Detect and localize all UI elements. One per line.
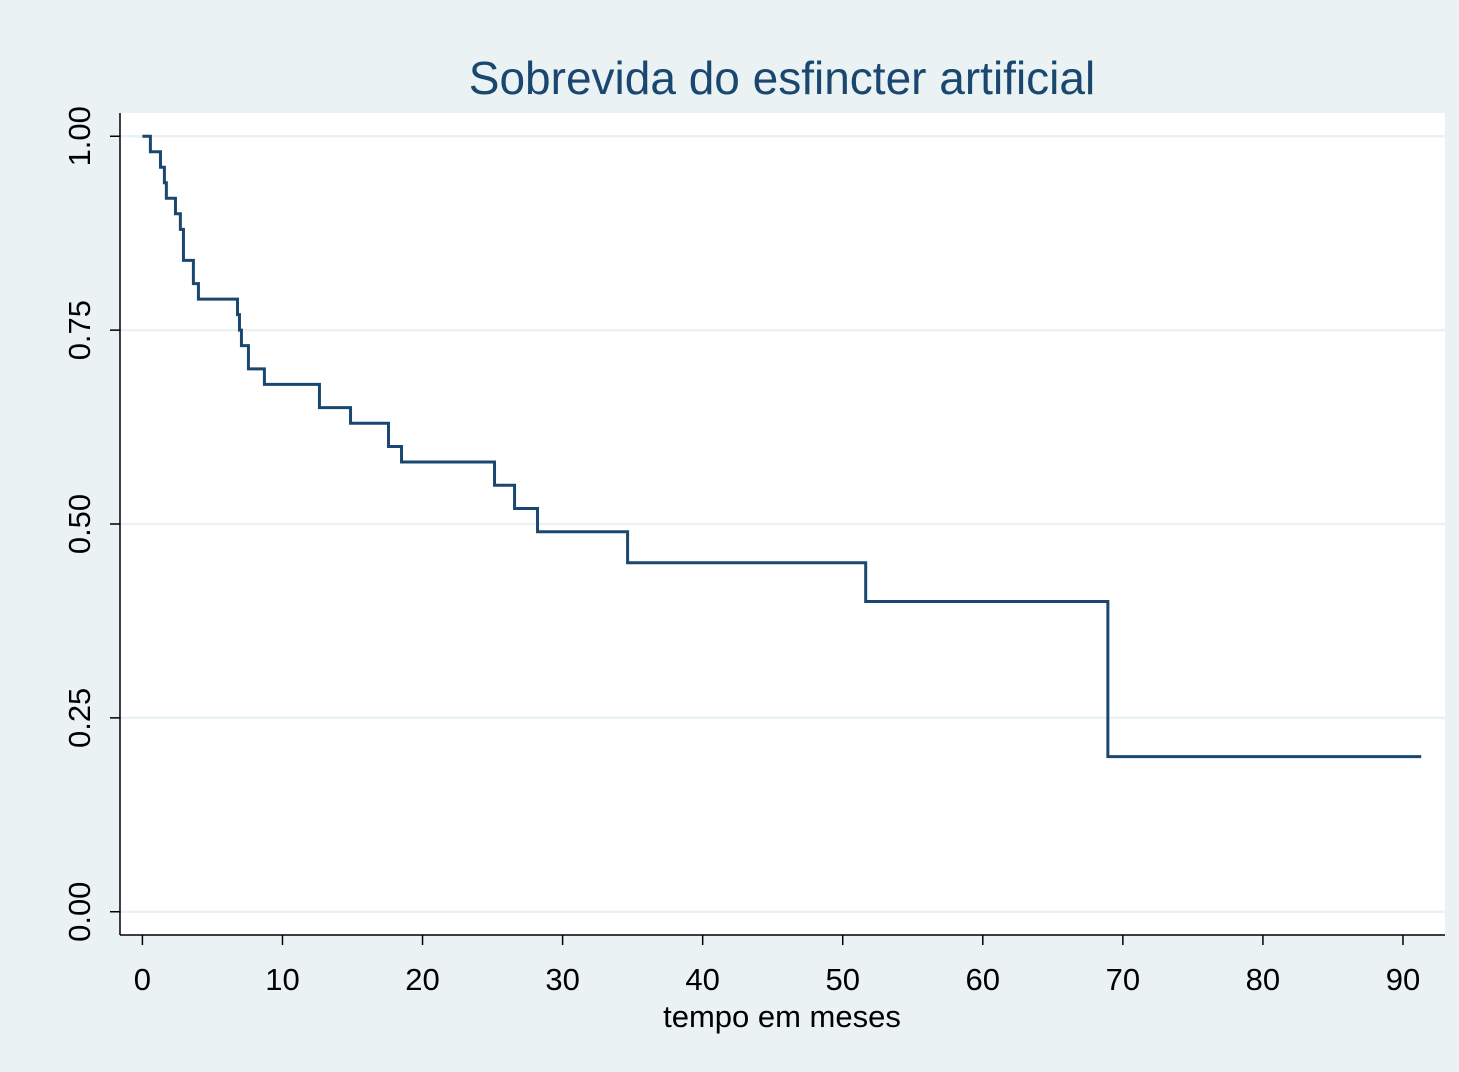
x-tick-label: 40	[685, 962, 719, 997]
y-tick-label: 0.50	[62, 494, 97, 554]
x-tick-label: 50	[825, 962, 859, 997]
x-tick-label: 80	[1246, 962, 1280, 997]
x-tick-label: 20	[405, 962, 439, 997]
y-tick-label: 0.25	[62, 688, 97, 748]
x-axis-label: tempo em meses	[663, 999, 901, 1034]
y-tick-label: 0.75	[62, 300, 97, 360]
y-tick-label: 0.00	[62, 882, 97, 942]
x-tick-label: 60	[966, 962, 1000, 997]
x-tick-label: 10	[265, 962, 299, 997]
y-tick-label: 1.00	[62, 106, 97, 166]
x-tick-label: 30	[545, 962, 579, 997]
chart-title: Sobrevida do esfincter artificial	[469, 52, 1095, 104]
x-tick-label: 0	[134, 962, 151, 997]
x-tick-label: 90	[1386, 962, 1420, 997]
survival-curve	[142, 134, 1422, 759]
x-tick-label: 70	[1106, 962, 1140, 997]
